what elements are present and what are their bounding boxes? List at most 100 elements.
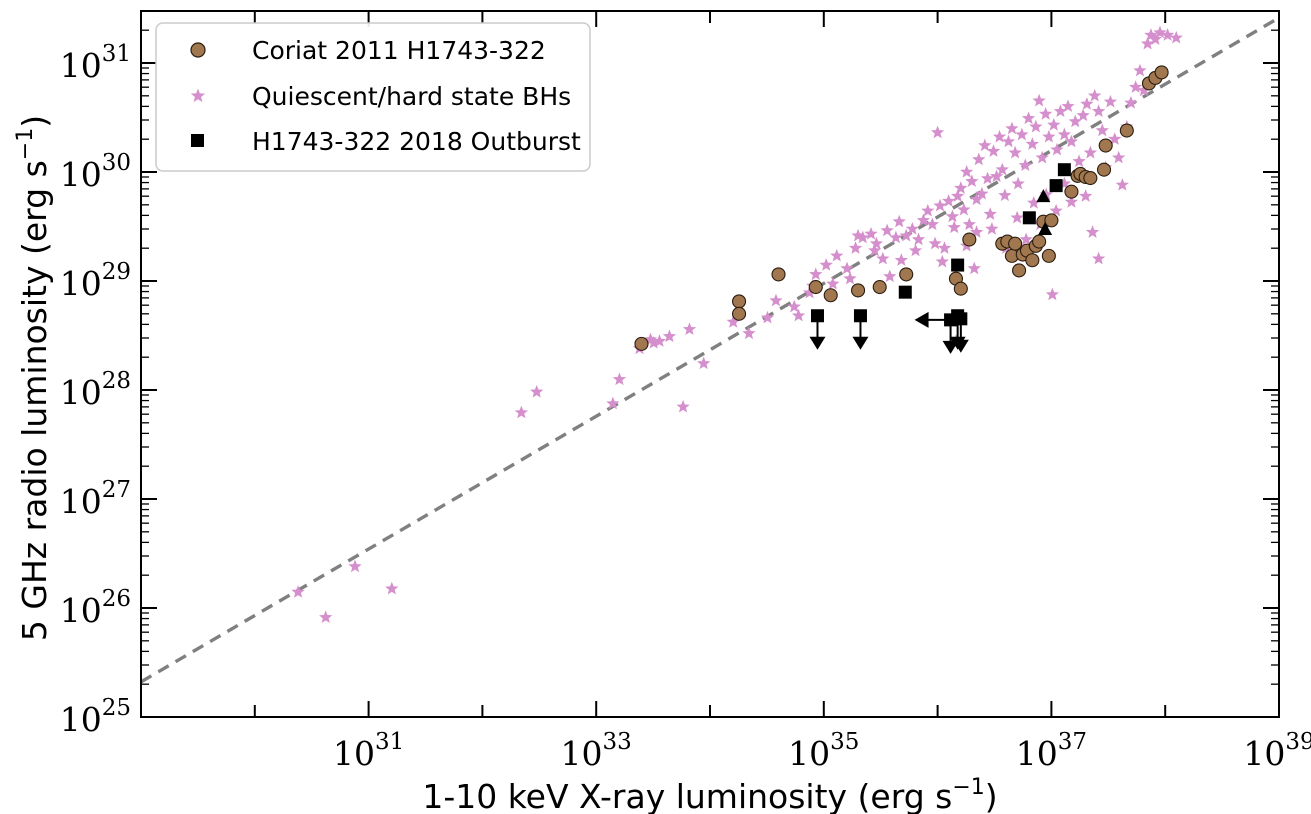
quiescent-bh-point (921, 203, 935, 217)
upper-limit-arrow-head (952, 339, 969, 353)
quiescent-bh-point (851, 228, 865, 242)
quiescent-bh-point (880, 223, 894, 237)
quiescent-bh-point (998, 188, 1012, 202)
series-square (809, 163, 1071, 354)
y-tick-base: 10 (60, 46, 102, 85)
y-tick-base: 10 (60, 373, 102, 412)
coriat-point (823, 288, 838, 303)
quiescent-bh-point (892, 214, 906, 228)
x-tick-label: 1031 (333, 729, 404, 773)
quiescent-bh-point (1053, 104, 1068, 118)
legend-label-coriat: Coriat 2011 H1743-322 (252, 36, 546, 65)
quiescent-bh-point (742, 326, 756, 340)
quiescent-bh-point (809, 267, 823, 281)
quiescent-bh-point (1047, 117, 1061, 131)
x-tick-label: 1033 (561, 729, 632, 773)
quiescent-bh-point (1045, 287, 1060, 301)
quiescent-bh-point (1032, 93, 1046, 107)
quiescent-bh-point (1091, 251, 1106, 265)
quiescent-bh-point (1015, 127, 1029, 141)
y-tick-label: 1031 (60, 41, 131, 85)
x-axis-title-end: ) (985, 777, 998, 814)
coriat-point (1008, 236, 1023, 251)
quiescent-bh-point (1019, 232, 1033, 246)
x-tick-exponent: 35 (830, 729, 859, 755)
quiescent-bh-point (1064, 195, 1079, 208)
quiescent-bh-point (826, 276, 840, 290)
y-tick-exponent: 27 (102, 477, 131, 503)
outburst-lower-limit (1036, 189, 1051, 203)
x-tick-base: 10 (561, 734, 603, 773)
quiescent-bh-point (986, 144, 1001, 157)
quiescent-bh-point (1010, 210, 1024, 224)
quiescent-bh-point (802, 285, 817, 299)
quiescent-bh-point (985, 222, 999, 235)
x-tick-label: 1039 (1243, 729, 1311, 773)
quiescent-bh-point (1057, 127, 1072, 141)
quiescent-bh-point (868, 243, 882, 257)
quiescent-bh-point (1021, 111, 1036, 125)
quiescent-bh-point (1103, 94, 1118, 108)
quiescent-bh-point (889, 230, 903, 244)
quiescent-bh-point (856, 230, 870, 244)
quiescent-bh-point (1160, 28, 1175, 41)
y-tick-base: 10 (60, 482, 102, 521)
quiescent-bh-point (676, 399, 690, 413)
y-tick-exponent: 26 (102, 586, 131, 612)
quiescent-bh-point (1005, 121, 1019, 135)
quiescent-bh-point (962, 217, 976, 231)
quiescent-bh-point (1029, 119, 1043, 133)
quiescent-bh-point (959, 165, 974, 178)
coriat-point (851, 283, 866, 298)
y-tick-exponent: 28 (102, 368, 131, 394)
quiescent-bh-point (643, 332, 658, 346)
coriat-point (1044, 213, 1059, 228)
quiescent-bh-point (945, 209, 960, 223)
y-tick-exponent: 31 (102, 41, 131, 67)
quiescent-bh-point (1008, 145, 1022, 159)
coriat-point (634, 336, 649, 351)
quiescent-bh-point (647, 335, 661, 349)
y-axis-title-exponent: −1 (13, 128, 38, 160)
y-tick-label: 1025 (60, 695, 131, 739)
quiescent-bh-point (848, 241, 863, 254)
series-star (291, 25, 1183, 624)
coriat-point (1096, 162, 1112, 177)
quiescent-bh-point (1001, 134, 1016, 148)
coriat-point (1012, 263, 1027, 278)
x-axis-title-main: 1-10 keV X-ray luminosity (erg s (422, 777, 952, 814)
y-tick-label: 1030 (60, 150, 131, 194)
quiescent-bh-point (954, 181, 968, 194)
x-tick-base: 10 (1016, 734, 1058, 773)
x-tick-label: 1035 (788, 729, 859, 773)
left-limit-arrow-head (914, 311, 929, 328)
legend-marker-circle (190, 42, 206, 58)
quiescent-bh-point (1108, 132, 1122, 145)
quiescent-bh-point (843, 271, 857, 285)
quiescent-bh-point (830, 248, 844, 262)
quiescent-bh-point (911, 232, 926, 246)
quiescent-bh-point (1112, 150, 1126, 164)
quiescent-bh-point (933, 198, 947, 212)
x-axis-title: 1-10 keV X-ray luminosity (erg s−1) (422, 775, 997, 814)
quiescent-bh-point (840, 261, 854, 275)
quiescent-bh-point (928, 236, 942, 250)
quiescent-bh-point (514, 405, 529, 419)
y-tick-base: 10 (60, 591, 102, 630)
quiescent-bh-point (995, 162, 1009, 176)
tick-labels: 1031 1033 1035 1037 103910251026102710281029… (60, 41, 1311, 773)
quiescent-bh-point (1049, 203, 1063, 217)
quiescent-bh-point (787, 299, 801, 313)
coriat-point (953, 281, 968, 296)
quiescent-bh-point (983, 207, 997, 220)
quiescent-bh-point (975, 186, 989, 200)
coriat-point (1025, 253, 1040, 268)
quiescent-bh-point (1088, 88, 1102, 102)
quiescent-bh-point (957, 202, 971, 216)
quiescent-bh-point (697, 356, 711, 370)
coriat-point (808, 280, 823, 295)
y-axis-title-end: ) (15, 115, 54, 128)
x-tick-exponent: 31 (375, 729, 404, 755)
x-tick-exponent: 33 (603, 729, 632, 755)
